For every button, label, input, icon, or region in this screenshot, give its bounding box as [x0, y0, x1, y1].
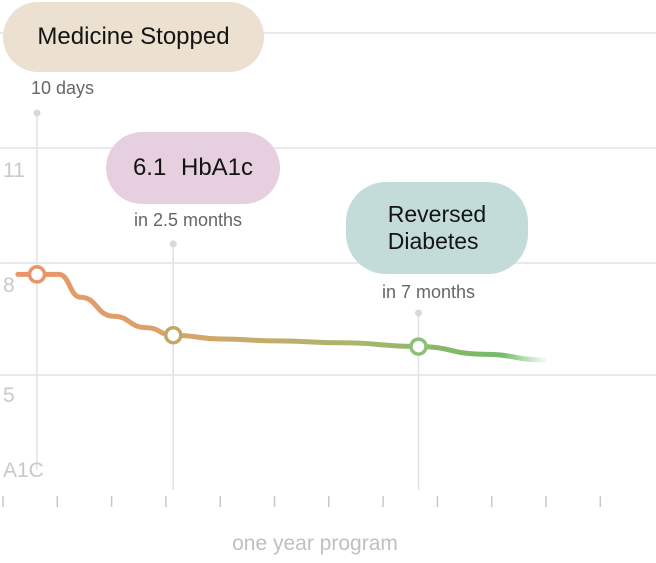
milestone-caption-reversed-diabetes: in 7 months — [382, 282, 476, 302]
milestone-pill-label: 6.1 HbA1c — [132, 154, 254, 181]
grid-lines — [0, 32, 656, 376]
milestone-markers — [27, 265, 428, 356]
x-axis-ticks — [2, 496, 602, 507]
milestone-pill-label: Reversed Diabetes — [388, 201, 486, 255]
y-axis-label: A1C — [3, 459, 44, 482]
y-tick-label: 8 — [3, 274, 15, 297]
milestone-pill-medicine-stopped: Medicine Stopped — [3, 2, 264, 72]
milestone-guide-dot — [33, 109, 41, 117]
milestone-pill-label: Medicine Stopped — [37, 23, 230, 50]
milestone-pill-hba1c: 6.1 HbA1c — [106, 132, 280, 204]
milestone-marker — [409, 337, 428, 356]
y-tick-label: 11 — [3, 159, 25, 182]
milestone-caption-medicine-stopped: 10 days — [31, 78, 95, 98]
x-axis-label: one year program — [232, 532, 398, 555]
milestone-pill-reversed-diabetes: Reversed Diabetes — [346, 182, 528, 274]
pill-line-1: Reversed — [387, 201, 487, 227]
milestone-marker — [27, 265, 47, 284]
pill-line-2: Diabetes — [387, 228, 479, 254]
milestone-guide-dot — [415, 309, 422, 317]
milestone-guide-dot — [169, 240, 177, 248]
y-tick-label: 5 — [3, 384, 15, 407]
y-axis-ticks: 5 8 11 — [3, 159, 25, 407]
milestone-marker — [164, 325, 183, 345]
milestone-caption-hba1c: in 2.5 months — [134, 210, 243, 230]
